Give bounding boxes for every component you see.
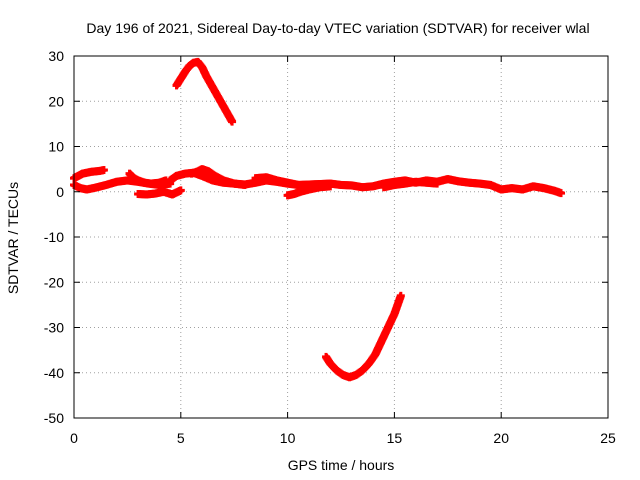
axis-ticks: 0 5 10 15 20 25 -50 -40 -30 -20 -10 0 10 20 30 — [44, 48, 616, 446]
x-tick-label: 15 — [387, 430, 403, 446]
y-tick-label: 30 — [48, 48, 64, 64]
y-tick-label: -20 — [44, 274, 64, 290]
x-axis-label: GPS time / hours — [288, 457, 395, 473]
y-tick-label: 20 — [48, 93, 64, 109]
series-arc-10 — [322, 291, 405, 382]
data-point — [230, 117, 234, 126]
series-arc-12 — [379, 177, 442, 192]
y-tick-label: -50 — [44, 410, 64, 426]
data-point — [102, 166, 106, 175]
y-tick-label: -40 — [44, 365, 64, 381]
series-arc-5 — [172, 57, 237, 126]
series-arc-4 — [134, 186, 185, 199]
data-point — [179, 186, 183, 195]
data-point — [399, 291, 403, 300]
data-points — [70, 57, 566, 382]
x-tick-label: 10 — [280, 430, 296, 446]
data-point — [328, 182, 332, 191]
y-tick-label: -30 — [44, 320, 64, 336]
series-arc-1 — [70, 166, 108, 183]
x-tick-label: 25 — [600, 430, 616, 446]
data-point — [559, 189, 563, 198]
series-arc-7 — [187, 165, 249, 189]
series-arc-3 — [125, 169, 170, 188]
x-tick-label: 0 — [70, 430, 78, 446]
x-tick-label: 5 — [177, 430, 185, 446]
data-point — [243, 180, 247, 189]
y-tick-label: -10 — [44, 229, 64, 245]
data-point — [435, 179, 439, 188]
y-tick-label: 10 — [48, 139, 64, 155]
series-arc-9 — [283, 182, 335, 200]
data-point — [164, 176, 168, 185]
y-tick-label: 0 — [56, 184, 64, 200]
x-tick-label: 20 — [493, 430, 509, 446]
grid-lines — [74, 56, 608, 418]
chart-title: Day 196 of 2021, Sidereal Day-to-day VTE… — [86, 20, 589, 36]
y-axis-label: SDTVAR / TECUs — [5, 182, 21, 294]
